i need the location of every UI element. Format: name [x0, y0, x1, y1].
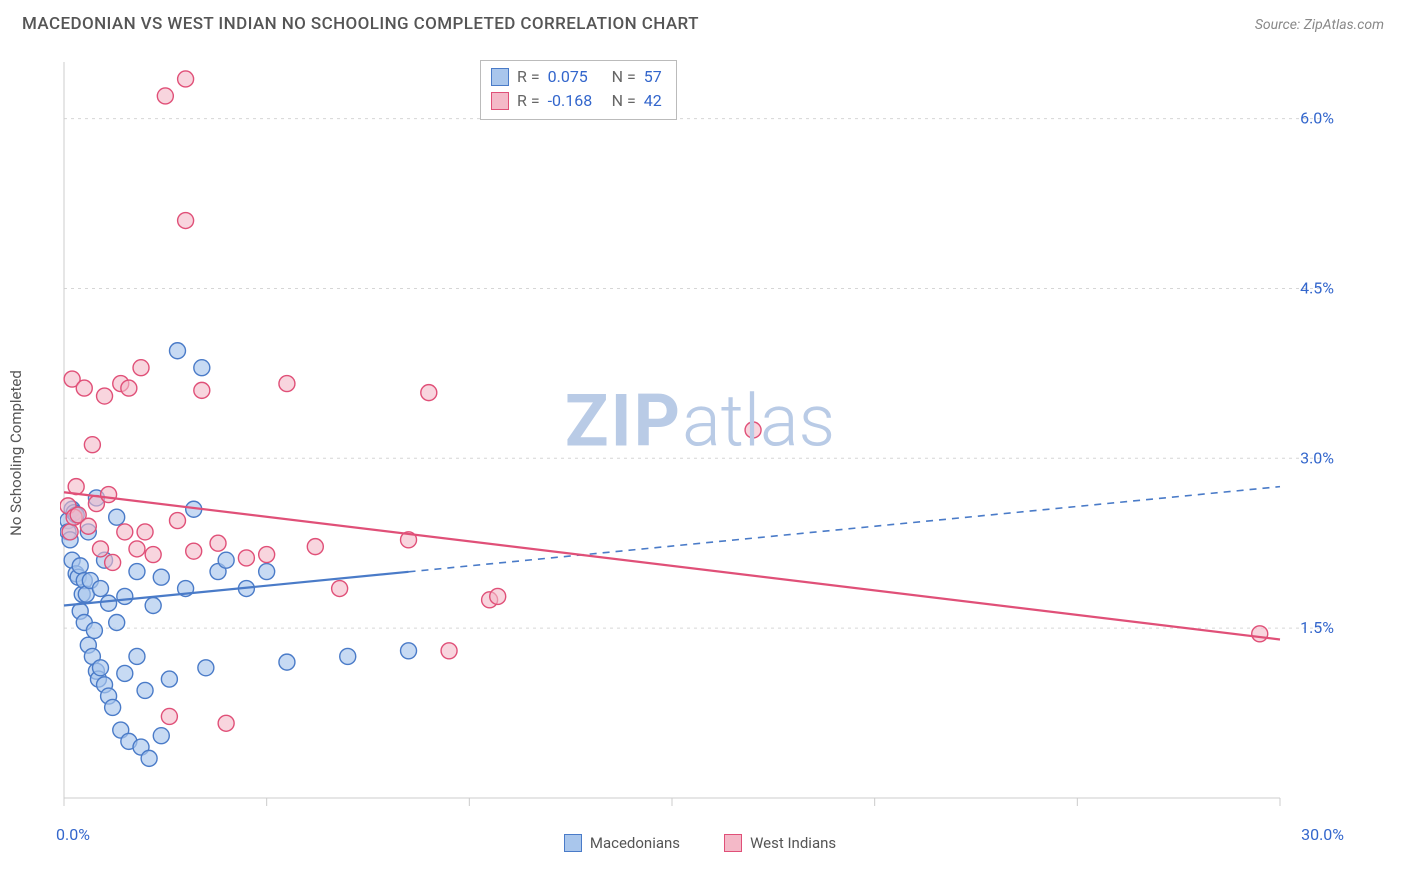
r-label: R =: [517, 89, 540, 113]
plot-area: 1.5%3.0%4.5%6.0% ZIPatlas R =0.075 N =57…: [60, 56, 1340, 816]
legend-swatch: [491, 92, 509, 110]
source-label: Source: ZipAtlas.com: [1255, 17, 1384, 33]
r-label: R =: [517, 65, 540, 89]
svg-text:4.5%: 4.5%: [1300, 278, 1334, 297]
svg-text:1.5%: 1.5%: [1300, 618, 1334, 637]
n-label: N =: [608, 89, 636, 113]
r-value: 0.075: [548, 65, 600, 89]
chart-container: No Schooling Completed 1.5%3.0%4.5%6.0% …: [22, 48, 1384, 858]
legend-swatch: [724, 834, 742, 852]
svg-text:6.0%: 6.0%: [1300, 109, 1334, 128]
y-axis-label: No Schooling Completed: [7, 370, 25, 536]
stat-row: R = -0.168 N = 42: [491, 89, 662, 113]
stat-row: R = 0.075 N = 57: [491, 65, 662, 89]
legend-item: West Indians: [724, 834, 836, 852]
legend-swatch: [564, 834, 582, 852]
legend-label: Macedonians: [590, 834, 680, 852]
r-value: -0.168: [548, 89, 600, 113]
legend-swatch: [491, 68, 509, 86]
header: MACEDONIAN VS WEST INDIAN NO SCHOOLING C…: [0, 0, 1406, 42]
n-value: 42: [644, 89, 662, 113]
n-label: N =: [608, 65, 636, 89]
legend-item: Macedonians: [564, 834, 680, 852]
chart-svg: 1.5% 3.0% 4.5% 6.0%: [60, 56, 1340, 816]
correlation-stats-box: R = 0.075 N = 57 R = -0.168 N = 42: [480, 60, 677, 120]
chart-title: MACEDONIAN VS WEST INDIAN NO SCHOOLING C…: [22, 14, 699, 34]
n-value: 57: [644, 65, 662, 89]
svg-text:3.0%: 3.0%: [1300, 448, 1334, 467]
legend-label: West Indians: [750, 834, 836, 852]
bottom-legend: Macedonians West Indians: [60, 826, 1340, 860]
